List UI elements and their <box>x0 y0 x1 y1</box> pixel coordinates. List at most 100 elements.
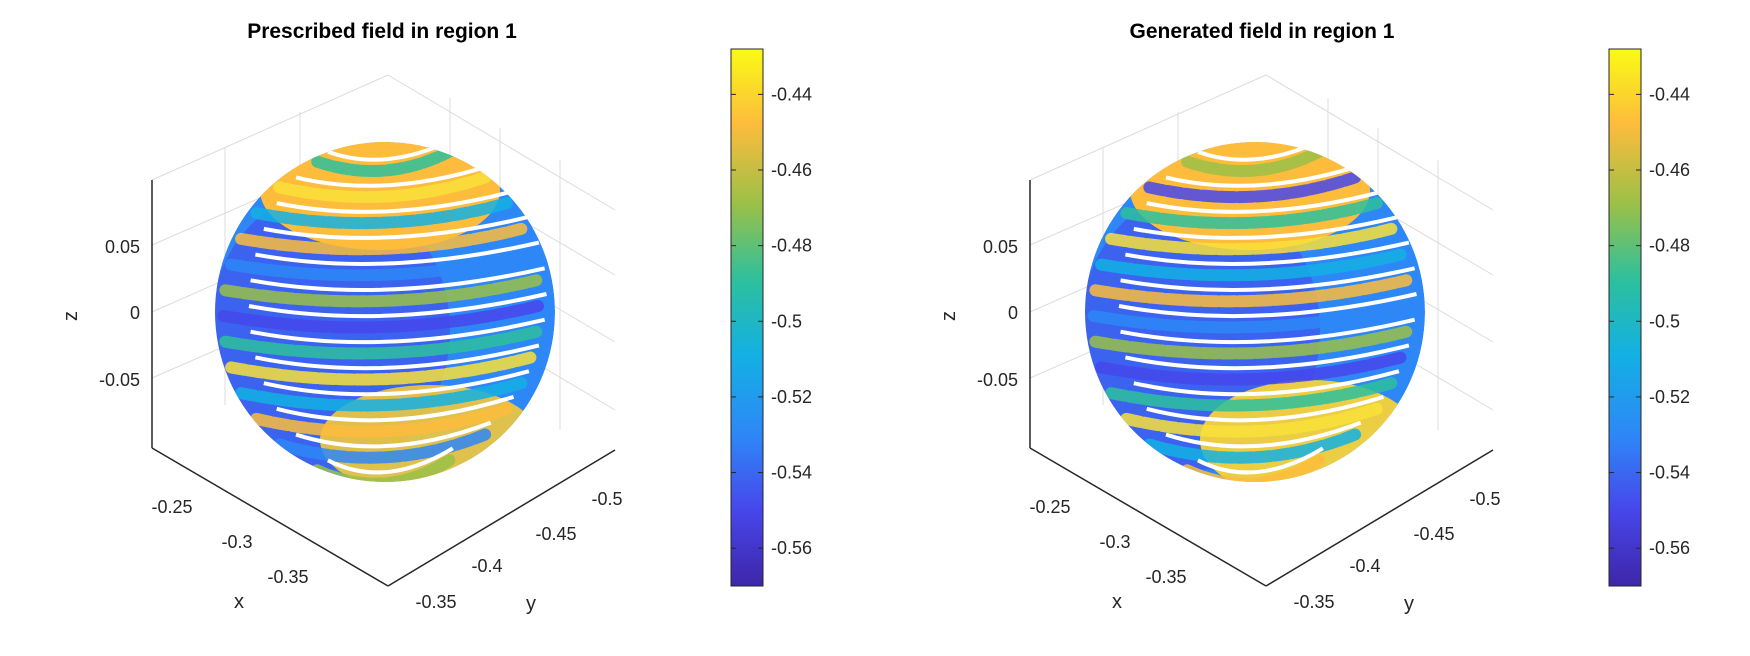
ring-gap <box>1146 394 1385 423</box>
ring-gap <box>1118 292 1417 319</box>
colorbar-tick-label: -0.44 <box>771 84 812 104</box>
y-tick-label: -0.5 <box>591 489 622 509</box>
ring-gap <box>248 292 547 319</box>
x-tick-label: -0.35 <box>267 567 308 587</box>
colorbar-tick-label: -0.44 <box>1649 84 1690 104</box>
ring-gap <box>1165 420 1362 449</box>
marker-ring <box>235 222 528 256</box>
marker-ring <box>225 351 537 386</box>
y-tick-label: -0.45 <box>535 524 576 544</box>
chart-panel-1: Prescribed field in region 1 <box>60 20 812 615</box>
ring-gap <box>263 369 530 397</box>
y-axis-label: y <box>526 593 536 615</box>
marker-ring <box>273 428 492 464</box>
marker-ring <box>217 300 544 334</box>
colorbar-tick-label: -0.56 <box>771 538 812 558</box>
y-axis-label: y <box>1404 593 1414 615</box>
marker-ring <box>250 197 513 230</box>
y-tick-label: -0.35 <box>1293 592 1334 612</box>
ring-gap <box>1196 446 1324 475</box>
colorbar-tick-label: -0.48 <box>771 236 812 256</box>
ring-gap <box>250 266 546 293</box>
z-tick-label: -0.05 <box>99 370 140 390</box>
z-axis-label: z <box>60 311 82 321</box>
chart-title: Prescribed field in region 1 <box>247 20 517 43</box>
z-tick-labels: 0.05 0 -0.05 <box>977 237 1018 390</box>
marker-ring <box>225 248 537 282</box>
sphere-markers <box>1085 142 1425 482</box>
colorbar-gradient <box>1608 48 1642 587</box>
marker-ring <box>1095 351 1407 386</box>
z-tick-labels: 0.05 0 -0.05 <box>99 237 140 390</box>
colorbar-tick-label: -0.46 <box>771 160 812 180</box>
z-tick-label: 0.05 <box>983 237 1018 257</box>
marker-ring <box>1143 428 1362 464</box>
marker-ring <box>1120 402 1383 438</box>
marker-ring <box>1181 145 1326 178</box>
colorbar-tick-label: -0.5 <box>771 311 802 331</box>
marker-ring <box>1089 274 1413 308</box>
x-tick-label: -0.25 <box>151 497 192 517</box>
ring-gap <box>295 163 492 188</box>
axis-lines <box>151 180 616 587</box>
colorbar-tick-label: -0.52 <box>1649 387 1690 407</box>
ring-gap <box>1125 240 1410 266</box>
x-axis-line <box>1029 447 1267 587</box>
ring-gap <box>1146 189 1385 214</box>
colorbar-tick-label: -0.46 <box>1649 160 1690 180</box>
x-axis-line <box>151 447 389 587</box>
y-tick-label: -0.4 <box>471 556 502 576</box>
x-tick-labels: -0.25 -0.3 -0.35 <box>1029 497 1186 587</box>
x-tick-label: -0.3 <box>1099 532 1130 552</box>
ring-gap <box>1120 266 1416 293</box>
y-tick-label: -0.35 <box>415 592 456 612</box>
marker-ring <box>311 145 456 178</box>
x-tick-label: -0.25 <box>1029 497 1070 517</box>
ring-gap <box>254 343 540 371</box>
colorbar-ticks: -0.44 -0.46 -0.48 -0.5 -0.52 -0.54 -0.56 <box>731 84 812 558</box>
colorbar-tick-label: -0.5 <box>1649 311 1680 331</box>
marker-ring <box>219 325 543 360</box>
ring-gap <box>263 214 530 240</box>
ring-gap <box>1133 214 1400 240</box>
colorbar: -0.44 -0.46 -0.48 -0.5 -0.52 -0.54 -0.56 <box>730 48 812 587</box>
ring-gap <box>326 446 454 475</box>
ring-gap <box>1133 369 1400 397</box>
sphere-rings <box>217 142 547 482</box>
chart-title: Generated field in region 1 <box>1130 20 1395 43</box>
marker-ring <box>235 377 528 412</box>
marker-ring <box>1087 300 1414 334</box>
ring-gap <box>1124 343 1410 371</box>
colorbar-tick-label: -0.48 <box>1649 236 1690 256</box>
chart-panel-2: Generated field in region 1 <box>938 20 1690 615</box>
colorbar-tick-label: -0.54 <box>771 463 812 483</box>
marker-ring <box>1105 377 1398 412</box>
y-tick-labels: -0.5 -0.45 -0.4 -0.35 <box>415 489 622 612</box>
colorbar-tick-label: -0.54 <box>1649 463 1690 483</box>
z-tick-label: 0 <box>130 303 140 323</box>
marker-ring <box>1095 248 1407 282</box>
y-tick-labels: -0.5 -0.45 -0.4 -0.35 <box>1293 489 1500 612</box>
marker-ring <box>1120 197 1383 230</box>
colorbar-ticks: -0.44 -0.46 -0.48 -0.5 -0.52 -0.54 -0.56 <box>1609 84 1690 558</box>
colorbar-tick-label: -0.56 <box>1649 538 1690 558</box>
marker-ring <box>1089 325 1413 360</box>
marker-ring <box>250 402 513 438</box>
y-axis-line <box>387 449 616 587</box>
colorbar: -0.44 -0.46 -0.48 -0.5 -0.52 -0.54 -0.56 <box>1608 48 1690 587</box>
marker-ring <box>273 171 492 204</box>
y-tick-label: -0.5 <box>1469 489 1500 509</box>
ring-gap <box>276 394 515 423</box>
x-tick-label: -0.35 <box>1145 567 1186 587</box>
marker-ring <box>219 274 543 308</box>
z-tick-label: 0 <box>1008 303 1018 323</box>
ring-gap <box>295 420 492 449</box>
ring-gap <box>255 240 540 266</box>
z-tick-label: -0.05 <box>977 370 1018 390</box>
z-axis-label: z <box>938 311 960 321</box>
x-tick-labels: -0.25 -0.3 -0.35 <box>151 497 308 587</box>
y-tick-label: -0.45 <box>1413 524 1454 544</box>
y-axis-line <box>1265 449 1494 587</box>
ring-gap <box>250 317 546 345</box>
